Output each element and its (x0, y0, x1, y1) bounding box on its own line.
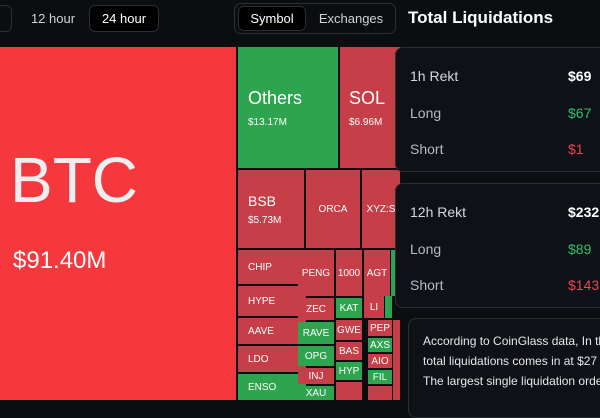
tile[interactable]: XAU (298, 386, 334, 400)
tile-label: PEP (369, 322, 390, 334)
tile[interactable]: AGT (364, 250, 390, 296)
short-label: Short (410, 277, 444, 293)
tile-btc[interactable]: BTC $91.40M (0, 47, 236, 400)
tile-label: AAVE (248, 325, 274, 337)
tile[interactable]: XYZ:S (362, 170, 400, 248)
long-value: $67 (568, 105, 592, 121)
tile[interactable]: AXS (368, 338, 392, 352)
tile[interactable]: KAT (336, 298, 362, 318)
tile[interactable]: Others $13.17M (238, 47, 338, 168)
tile-label: CHIP (248, 261, 272, 273)
tile[interactable]: SOL $6.96M (340, 47, 393, 168)
tile-fragment (336, 382, 362, 400)
card: 1h Rekt $69 Long $67 Short $1 (395, 47, 600, 172)
view-tab[interactable]: Symbol (238, 6, 306, 31)
note-line: total liquidations comes in at $27 (423, 354, 598, 368)
tile-value: $91.40M (13, 246, 107, 274)
short-label: Short (410, 141, 444, 157)
tile[interactable]: AAVE (238, 318, 306, 344)
tile[interactable]: HYP (336, 362, 362, 380)
tab-cut[interactable] (0, 5, 12, 32)
note-card: According to CoinGlass data, In th total… (408, 318, 600, 418)
tile-label: XYZ:S (366, 203, 396, 215)
time-tab[interactable]: 12 hour (30, 11, 76, 26)
tile-label: ORCA (318, 203, 348, 215)
time-tab[interactable]: 24 hour (89, 5, 159, 32)
tile[interactable]: BSB $5.73M (238, 170, 304, 248)
tile-label: HYPE (248, 295, 276, 307)
tile-label: BSB (248, 192, 277, 209)
tile-fragment (385, 296, 392, 318)
tile-value: $6.96M (349, 116, 383, 128)
short-value: $143 (568, 277, 600, 293)
tile-fragment (393, 320, 400, 400)
tile-label: AIO (371, 355, 389, 367)
tile-label: OPG (304, 350, 328, 362)
tile-label: ENSO (248, 381, 277, 393)
tile[interactable]: ZEC (298, 298, 334, 320)
card-total: $69 (568, 68, 592, 84)
tile[interactable]: 1000 (336, 250, 362, 296)
tile[interactable]: CHIP (238, 250, 306, 284)
tile-label: 1000 (337, 267, 361, 279)
tile-value: $13.17M (248, 116, 287, 128)
tile-label: LI (369, 301, 379, 313)
tile[interactable]: OPG (298, 346, 334, 366)
tile[interactable]: FIL (368, 370, 392, 384)
tile-label: AGT (366, 267, 388, 279)
tile-label: FIL (372, 371, 388, 383)
panel-title: Total Liquidations (408, 8, 554, 27)
short-value: $1 (568, 141, 584, 157)
tile[interactable]: RAVE (298, 322, 334, 344)
tile-value: $5.73M (248, 214, 282, 226)
tile[interactable]: LI (364, 296, 384, 318)
tile[interactable]: LDO (238, 346, 306, 372)
tile-label: BTC (10, 143, 138, 216)
long-value: $89 (568, 241, 592, 257)
tile[interactable]: ENSO (238, 374, 306, 400)
tile[interactable]: PENG (298, 250, 334, 296)
card: 12h Rekt $232 Long $89 Short $143 (395, 183, 600, 308)
tile-label: Others (248, 87, 303, 108)
note-line: The largest single liquidation orde (423, 374, 600, 388)
tile[interactable]: HYPE (238, 286, 306, 316)
tile-label: XAU (305, 387, 327, 399)
tile-label: SOL (349, 87, 386, 108)
tile-fragment (368, 386, 392, 400)
page: 12 hour 24 hour Symbol Exchanges BTC $91… (0, 3, 600, 418)
tile-label: ZEC (306, 303, 326, 315)
tile-label: BAS (338, 345, 359, 357)
tile-label: PENG (301, 267, 331, 279)
tile[interactable]: ORCA (306, 170, 360, 248)
long-label: Long (410, 105, 442, 121)
tile[interactable]: BAS (336, 342, 362, 360)
tile[interactable]: INJ (298, 368, 334, 384)
tile-label: KAT (339, 302, 359, 314)
card-heading: 1h Rekt (410, 68, 459, 84)
tile-label: RAVE (302, 327, 330, 339)
tile-label: LDO (248, 353, 269, 365)
card-heading: 12h Rekt (410, 204, 467, 220)
tile-label: GWE (337, 324, 361, 336)
tile-label: INJ (308, 370, 324, 382)
tile-label: HYP (338, 365, 360, 377)
view-tab[interactable]: Exchanges (318, 11, 384, 26)
note-line: According to CoinGlass data, In th (423, 334, 600, 348)
tile-label: AXS (369, 339, 390, 351)
tile[interactable]: AIO (368, 354, 392, 368)
long-label: Long (410, 241, 442, 257)
tile[interactable]: GWE (336, 320, 362, 340)
tile[interactable]: PEP (368, 320, 392, 336)
view-toggle (234, 3, 396, 34)
card-total: $232 (568, 204, 600, 220)
